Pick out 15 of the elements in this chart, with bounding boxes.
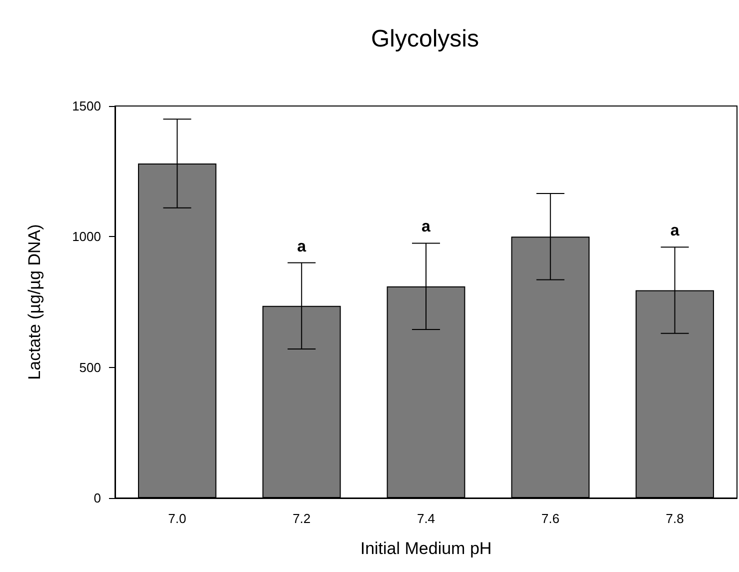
y-axis-title: Lactate (µg/µg DNA) <box>25 224 44 380</box>
annotation: a <box>422 218 431 236</box>
y-tick-label: 1500 <box>72 98 101 114</box>
x-tick-label: 7.4 <box>416 511 436 526</box>
y-tick-label: 500 <box>79 360 101 375</box>
chart-title: Glycolysis <box>370 26 480 52</box>
annotation: a <box>297 238 306 256</box>
annotation: a <box>670 222 680 240</box>
x-tick-label: 7.2 <box>292 511 311 526</box>
x-tick-label: 7.0 <box>168 511 186 526</box>
x-tick-label: 7.6 <box>541 511 560 526</box>
y-tick-label: 1000 <box>72 229 101 244</box>
x-tick-label: 7.8 <box>666 511 684 526</box>
y-tick-label: 0 <box>94 490 101 506</box>
x-axis-title: Initial Medium pH <box>360 539 492 558</box>
